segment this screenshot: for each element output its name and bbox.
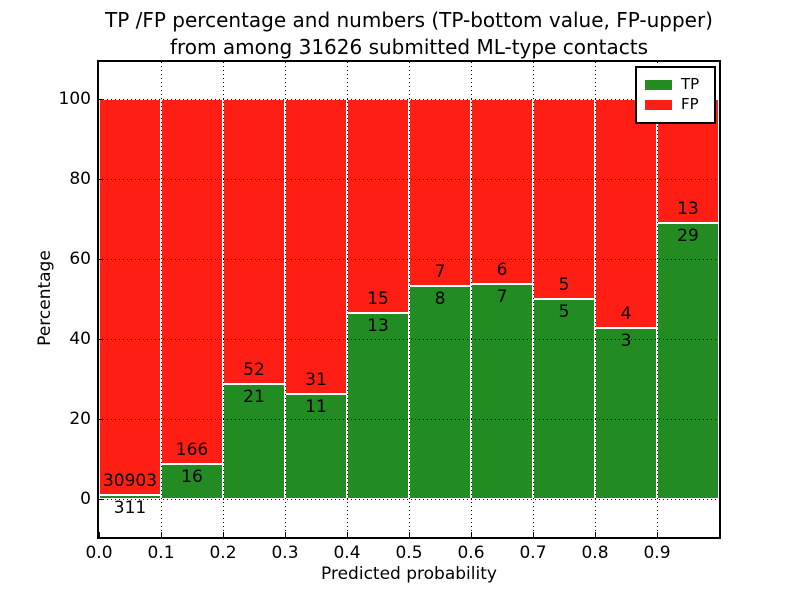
bar-segment-fp-7 xyxy=(533,99,595,299)
legend-item-tp: TP xyxy=(645,76,707,93)
bar-segment-tp-1 xyxy=(161,463,223,499)
ytick-80 xyxy=(99,178,104,180)
ytick-60 xyxy=(99,258,104,260)
chart-title: TP /FP percentage and numbers (TP-bottom… xyxy=(99,7,719,61)
chart-title-line2: from among 31626 submitted ML-type conta… xyxy=(169,35,649,59)
tp-color-swatch xyxy=(645,79,672,90)
bar-label-fp-3: 31 xyxy=(305,370,327,391)
bar-label-fp-4: 15 xyxy=(367,289,389,310)
bar-segment-tp-5 xyxy=(409,285,471,499)
gridline-x-0.1 xyxy=(160,62,162,537)
bar-label-fp-7: 5 xyxy=(558,275,570,295)
xtick-0.2 xyxy=(222,532,224,537)
ytick-label-80: 80 xyxy=(69,169,91,189)
bar-label-tp-0: 311 xyxy=(113,498,147,518)
bar-label-fp-5: 7 xyxy=(434,261,446,282)
xtick-label-0.6: 0.6 xyxy=(457,543,485,563)
xtick-label-0.3: 0.3 xyxy=(271,543,299,563)
bar-label-fp-2: 52 xyxy=(243,359,265,380)
ytick-label-40: 40 xyxy=(69,329,91,349)
xtick-0.3 xyxy=(284,532,286,537)
bar-label-fp-8: 4 xyxy=(620,303,632,324)
ytick-label-100: 100 xyxy=(58,89,91,109)
xtick-0.1 xyxy=(160,532,162,537)
bar-label-fp-6: 6 xyxy=(496,259,508,280)
bar-segment-tp-7 xyxy=(533,299,595,499)
gridline-x-0.8 xyxy=(594,62,596,537)
xtick-label-0.0: 0.0 xyxy=(85,543,113,563)
bar-segment-fp-0 xyxy=(99,99,161,495)
bar-segment-fp-4 xyxy=(347,99,409,314)
bar-segment-tp-6 xyxy=(471,283,533,499)
gridline-x-0.7 xyxy=(532,62,534,537)
xtick-0.5 xyxy=(408,532,410,537)
bar-label-fp-1: 166 xyxy=(175,439,209,460)
bar-segment-fp-2 xyxy=(223,99,285,384)
legend-item-fp: FP xyxy=(645,96,707,113)
legend-label-fp: FP xyxy=(681,95,699,113)
bar-label-tp-8: 3 xyxy=(620,330,632,351)
xtick-label-0.7: 0.7 xyxy=(519,543,547,563)
bar-label-tp-1: 16 xyxy=(181,466,203,487)
bar-label-tp-3: 11 xyxy=(305,397,327,418)
gridline-x-0.9 xyxy=(656,62,658,537)
bar-label-fp-9: 13 xyxy=(677,198,699,219)
bar-label-tp-5: 8 xyxy=(434,288,446,309)
xtick-label-0.8: 0.8 xyxy=(581,543,609,563)
x-axis-label: Predicted probability xyxy=(321,564,497,584)
xtick-0.9 xyxy=(656,532,658,537)
xtick-0.6 xyxy=(470,532,472,537)
bar-label-tp-2: 21 xyxy=(243,386,265,407)
ytick-40 xyxy=(99,338,104,340)
xtick-label-0.2: 0.2 xyxy=(209,543,237,563)
plot-area: 30903 311 166 16 52 21 31 11 15 13 7 8 6 7 5 5 4 3 13 29 TP… xyxy=(97,60,721,539)
bar-label-tp-6: 7 xyxy=(496,286,508,307)
bar-segment-tp-3 xyxy=(285,394,347,499)
ytick-label-60: 60 xyxy=(69,249,91,269)
ytick-100 xyxy=(99,98,104,100)
fp-color-swatch xyxy=(645,99,672,110)
gridline-x-0.6 xyxy=(470,62,472,537)
xtick-0.8 xyxy=(594,532,596,537)
xtick-0 xyxy=(98,532,100,537)
xtick-0.7 xyxy=(532,532,534,537)
ytick-label-20: 20 xyxy=(69,409,91,429)
chart-title-line1: TP /FP percentage and numbers (TP-bottom… xyxy=(105,8,713,32)
xtick-label-0.1: 0.1 xyxy=(147,543,175,563)
bar-segment-fp-6 xyxy=(471,99,533,284)
bar-label-tp-7: 5 xyxy=(558,302,570,322)
legend-label-tp: TP xyxy=(681,75,700,93)
ytick-0 xyxy=(99,498,104,500)
gridline-x-0.3 xyxy=(284,62,286,537)
ytick-20 xyxy=(99,418,104,420)
xtick-label-0.9: 0.9 xyxy=(643,543,671,563)
bar-label-tp-9: 29 xyxy=(677,225,699,246)
bar-segment-tp-8 xyxy=(595,327,657,499)
bar-segment-tp-4 xyxy=(347,313,409,499)
legend: TP FP xyxy=(635,66,716,124)
bar-label-tp-4: 13 xyxy=(367,316,389,337)
bar-segment-fp-3 xyxy=(285,99,347,395)
gridline-x-0.2 xyxy=(222,62,224,537)
ytick-label-0: 0 xyxy=(80,489,91,509)
xtick-label-0.5: 0.5 xyxy=(395,543,423,563)
gridline-x-0.4 xyxy=(346,62,348,537)
y-axis-label: Percentage xyxy=(35,250,55,346)
bar-segment-fp-1 xyxy=(161,99,223,464)
bar-segment-tp-9 xyxy=(657,222,719,499)
gridline-x-0.5 xyxy=(408,62,410,537)
xtick-label-0.4: 0.4 xyxy=(333,543,361,563)
bar-segment-fp-5 xyxy=(409,99,471,286)
bar-label-fp-0: 30903 xyxy=(102,471,158,491)
xtick-0.4 xyxy=(346,532,348,537)
